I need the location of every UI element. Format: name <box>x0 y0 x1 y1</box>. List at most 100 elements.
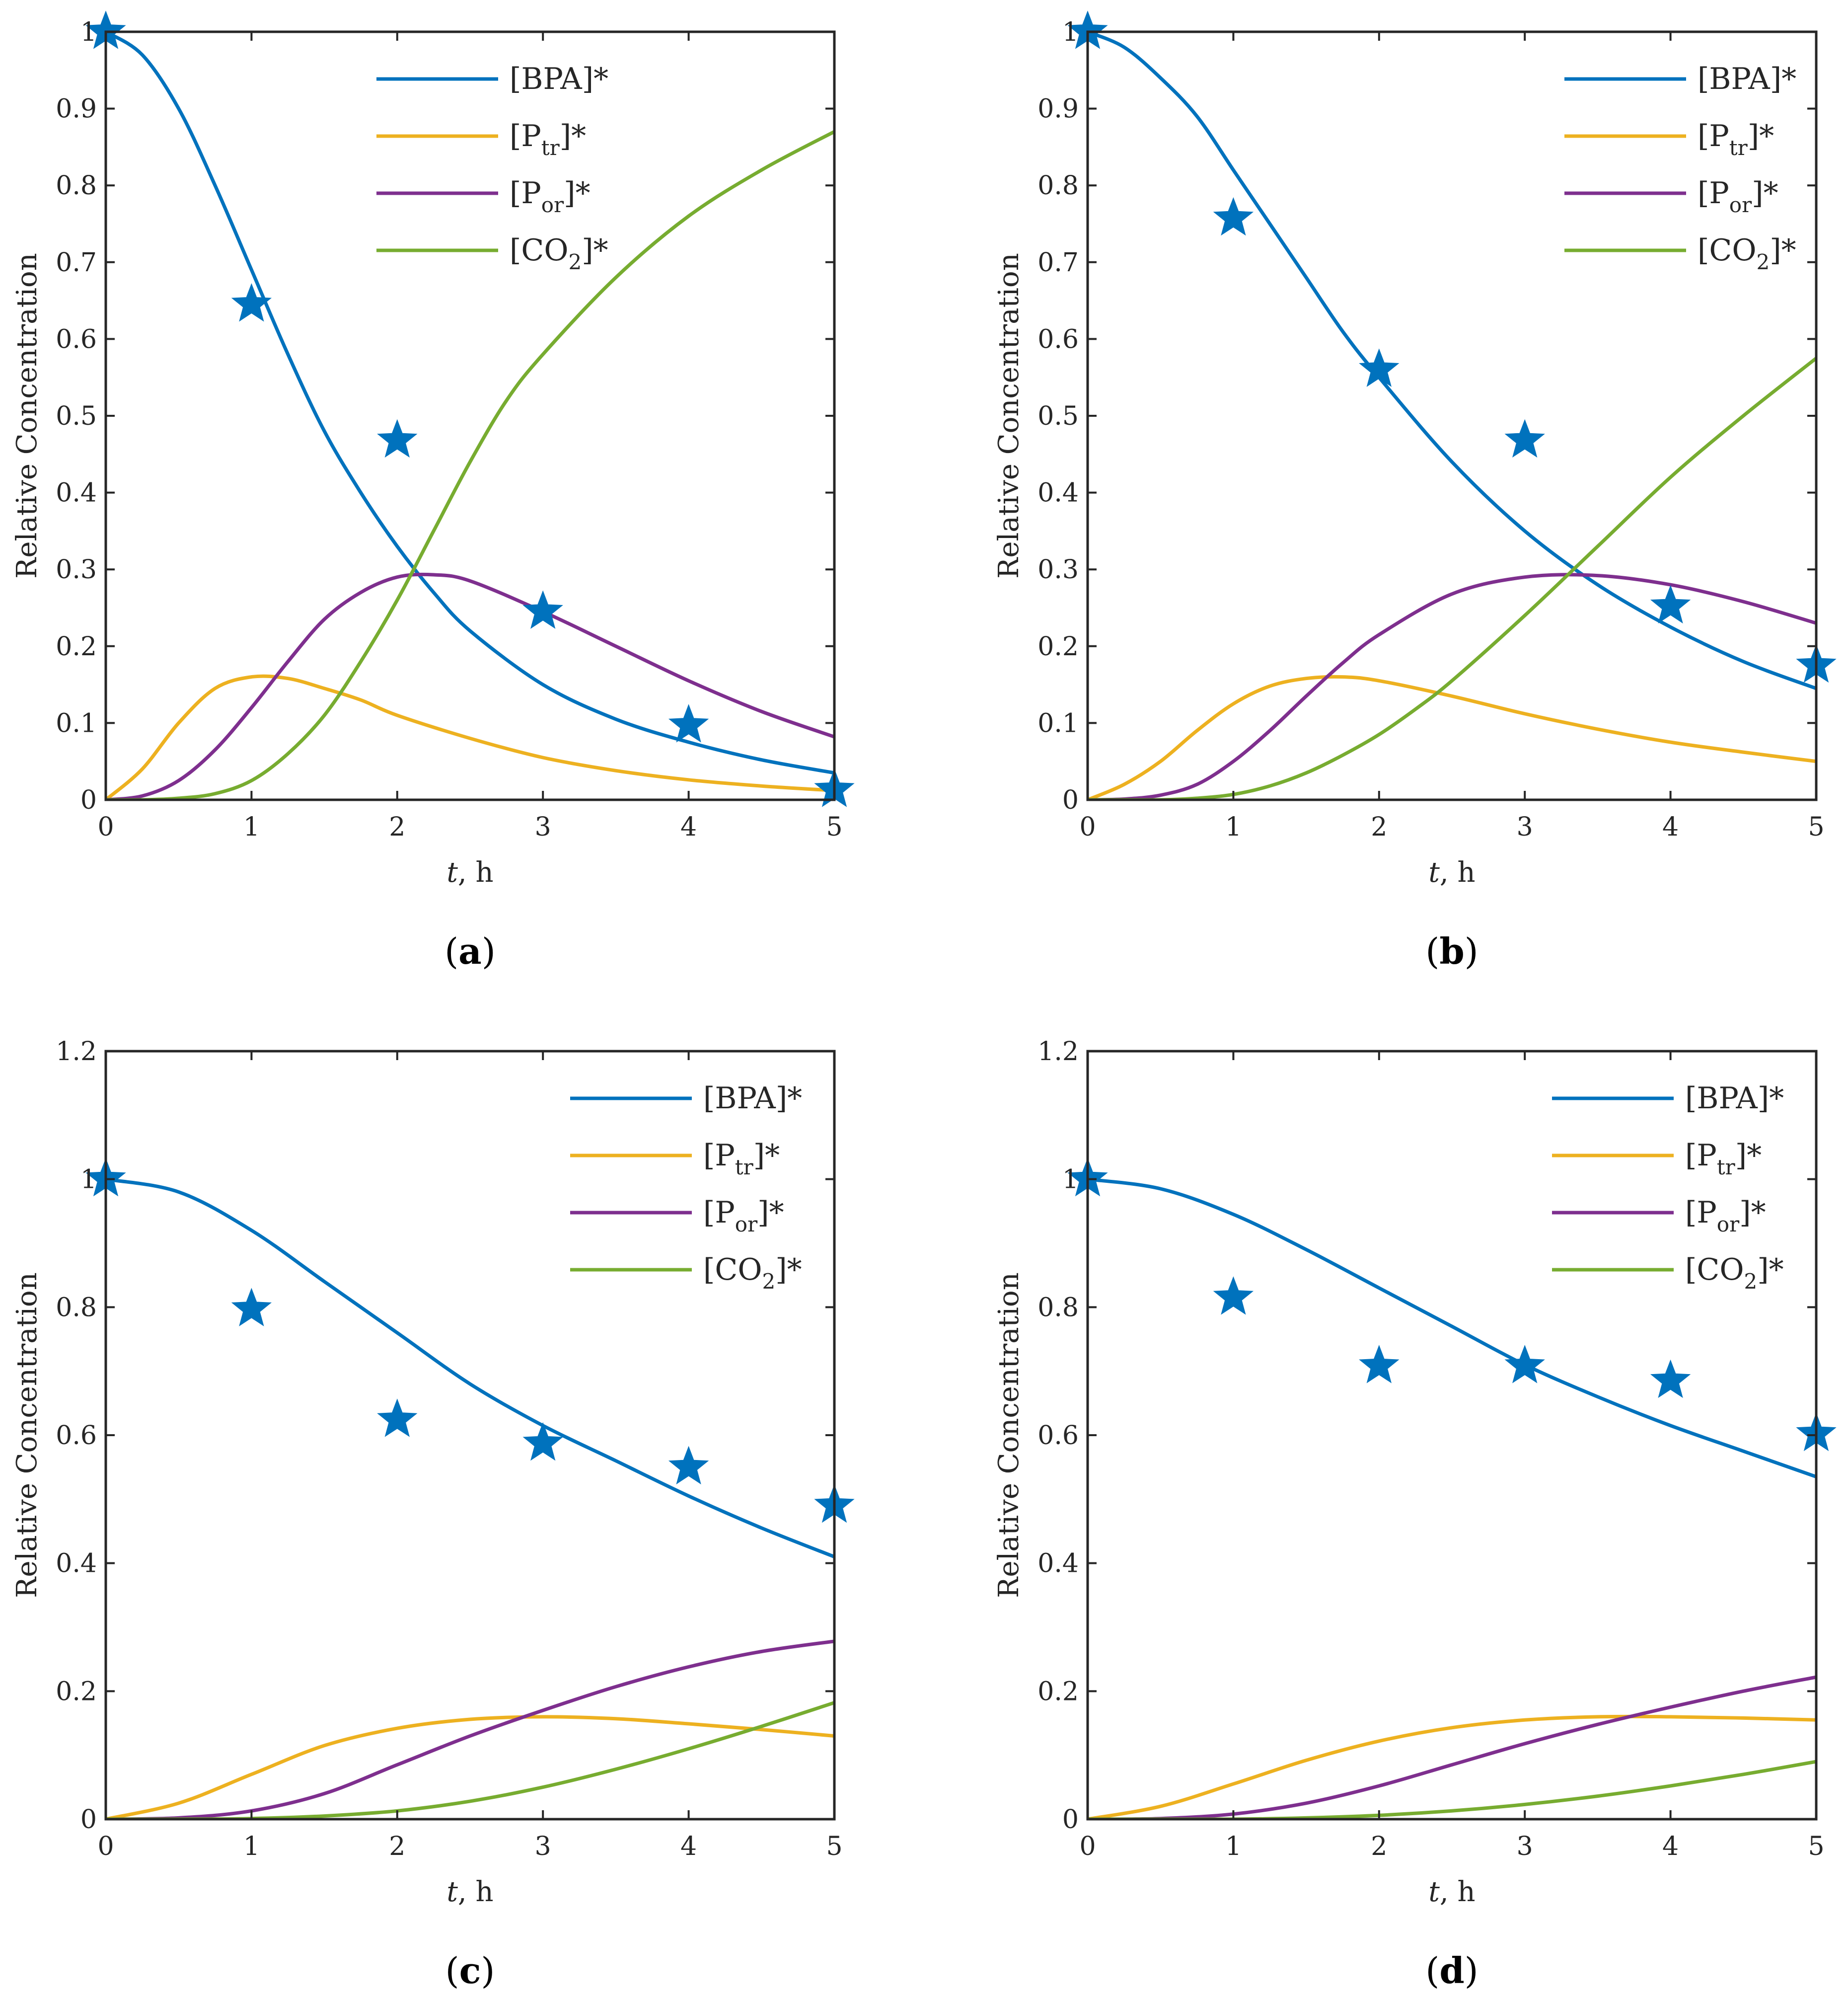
y-tick-label: 0.4 <box>56 1549 97 1579</box>
x-tick-label: 2 <box>1371 812 1387 842</box>
x-tick-label: 5 <box>826 1832 842 1861</box>
y-tick-label: 0 <box>80 785 97 815</box>
y-tick-label: 0.5 <box>1037 401 1079 431</box>
series-line-ptr <box>1088 1714 1816 1819</box>
y-axis-title: Relative Concentration <box>993 1272 1025 1598</box>
x-tick-label: 4 <box>1662 812 1679 842</box>
x-tick-label: 3 <box>535 1832 551 1861</box>
legend-label-por: [Por]* <box>1698 176 1778 217</box>
data-marker <box>1650 1359 1691 1398</box>
y-tick-label: 0.5 <box>56 401 97 431</box>
y-tick-label: 0 <box>80 1805 97 1835</box>
legend-label-bpa: [BPA]* <box>1698 62 1796 96</box>
legend-label-ptr: [Ptr]* <box>1685 1138 1762 1179</box>
x-tick-label: 0 <box>97 812 114 842</box>
x-tick-label: 5 <box>1808 812 1824 842</box>
series-lines <box>1088 1177 1816 1819</box>
legend-label-co2: [CO2]* <box>510 233 608 274</box>
x-tick-label: 2 <box>389 1832 405 1861</box>
data-marker <box>231 283 272 322</box>
y-tick-label: 0.2 <box>1037 1677 1079 1706</box>
x-tick-label: 0 <box>1079 1832 1096 1861</box>
panel-c: 0 1 2 3 4 5 0 0.2 0.4 0.6 0.8 1 1.2 t, h Relative Conc… <box>11 1037 855 1992</box>
panel-label: (b) <box>1425 930 1478 972</box>
y-tick-label: 0 <box>1062 1805 1079 1835</box>
y-tick-label: 0.2 <box>56 632 97 662</box>
legend: [BPA]* [Ptr]* [Por]* [CO2]* <box>570 1081 802 1294</box>
y-tick-label: 0.8 <box>1037 1293 1079 1322</box>
y-tick-label: 0.2 <box>1037 632 1079 662</box>
data-marker <box>1213 1276 1254 1315</box>
legend-label-por: [Por]* <box>703 1195 784 1236</box>
x-tick-label: 0 <box>1079 812 1096 842</box>
series-line-co2 <box>106 130 834 800</box>
y-tick-label: 1 <box>80 1165 97 1195</box>
series-line-por <box>1088 1675 1816 1819</box>
legend: [BPA]* [Ptr]* [Por]* [CO2]* <box>376 62 608 274</box>
data-marker <box>1504 419 1545 458</box>
series-line-ptr <box>1088 675 1816 800</box>
series-lines <box>106 32 834 800</box>
x-tick-label: 1 <box>1225 1832 1242 1861</box>
data-marker <box>1504 1345 1545 1384</box>
data-marker <box>1359 348 1400 387</box>
data-marker <box>522 590 563 629</box>
y-tick-label: 0.6 <box>1037 1421 1079 1451</box>
y-tick-label: 0.1 <box>1037 708 1079 738</box>
panel-b: 0 1 2 3 4 5 0 0.1 0.2 0.3 0.4 0.5 0.6 0.7 0.8 0.9 1 t, h R… <box>993 10 1837 972</box>
y-tick-label: 0.8 <box>1037 171 1079 201</box>
x-tick-label: 2 <box>1371 1832 1387 1861</box>
series-line-bpa <box>1088 32 1816 691</box>
legend-label-bpa: [BPA]* <box>1685 1081 1784 1116</box>
y-tick-label: 0.7 <box>56 248 97 278</box>
data-marker <box>668 1446 709 1485</box>
x-tick-label: 0 <box>97 1832 114 1861</box>
axes-box <box>104 30 836 801</box>
data-marker <box>377 1398 418 1437</box>
x-tick-label: 2 <box>389 812 405 842</box>
x-tick-label: 5 <box>1808 1832 1824 1861</box>
data-marker <box>522 1422 563 1461</box>
legend-label-ptr: [Ptr]* <box>1698 119 1774 160</box>
series-line-por <box>106 572 834 800</box>
legend-label-por: [Por]* <box>1685 1195 1766 1236</box>
series-line-por <box>106 1639 834 1819</box>
y-tick-label: 0.6 <box>56 324 97 354</box>
panel-a: 0 1 2 3 4 5 0 0.1 0.2 0.3 0.4 0.5 0.6 0.7 0.8 0.9 1 t, h R… <box>11 10 855 972</box>
x-tick-label: 4 <box>680 1832 697 1861</box>
data-marker <box>1650 585 1691 624</box>
y-tick-label: 0.7 <box>1037 248 1079 278</box>
legend-label-co2: [CO2]* <box>1685 1252 1784 1294</box>
y-tick-label: 1 <box>1062 1165 1079 1195</box>
y-tick-label: 0.9 <box>1037 94 1079 124</box>
panel-label: (d) <box>1425 1949 1478 1992</box>
y-tick-label: 0.6 <box>56 1421 97 1451</box>
x-tick-label: 1 <box>243 1832 260 1861</box>
series-line-bpa <box>1088 1177 1816 1479</box>
y-tick-label: 0 <box>1062 785 1079 815</box>
y-tick-label: 0.1 <box>56 708 97 738</box>
data-marker <box>1359 1345 1400 1384</box>
data-marker <box>668 704 709 743</box>
legend-label-bpa: [BPA]* <box>703 1081 802 1116</box>
series-line-ptr <box>106 674 834 800</box>
legend-label-co2: [CO2]* <box>703 1252 802 1294</box>
y-tick-label: 0.4 <box>1037 1549 1079 1579</box>
y-axis-title: Relative Concentration <box>11 1272 43 1598</box>
y-tick-label: 1 <box>1062 17 1079 47</box>
y-tick-label: 0.8 <box>56 171 97 201</box>
y-tick-label: 0.3 <box>56 555 97 585</box>
y-tick-label: 1.2 <box>1037 1037 1079 1067</box>
data-marker <box>1213 197 1254 236</box>
x-tick-label: 1 <box>1225 812 1242 842</box>
y-axis-title: Relative Concentration <box>11 253 43 579</box>
x-tick-label: 3 <box>535 812 551 842</box>
x-tick-label: 5 <box>826 812 842 842</box>
series-line-co2 <box>1088 357 1816 800</box>
x-tick-label: 3 <box>1517 1832 1533 1861</box>
y-tick-label: 0.4 <box>56 478 97 508</box>
y-tick-label: 1.2 <box>56 1037 97 1067</box>
x-tick-label: 4 <box>680 812 697 842</box>
series-line-ptr <box>106 1715 834 1819</box>
legend-label-co2: [CO2]* <box>1698 233 1796 274</box>
